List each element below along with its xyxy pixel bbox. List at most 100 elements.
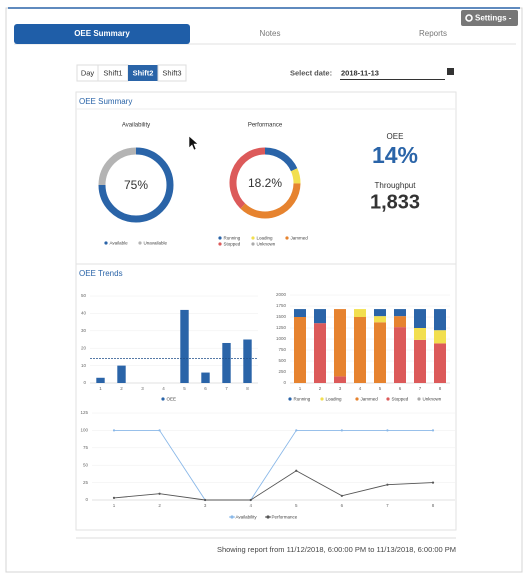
line-point [249, 498, 252, 502]
line-point [158, 429, 161, 432]
x-tick-label: 6 [204, 386, 207, 391]
bar-segment [434, 309, 446, 331]
y-tick-label: 750 [278, 347, 286, 352]
shift-button-active[interactable] [128, 65, 158, 81]
legend-label: Unknown [257, 241, 276, 246]
outer-panel [5, 7, 523, 573]
calendar-icon[interactable] [447, 68, 454, 75]
donut-center-label: 18.2% [248, 176, 282, 190]
legend-label: Stopped [392, 396, 409, 401]
section-title: OEE Trends [79, 269, 123, 278]
legend-label: Unavailable [144, 240, 168, 245]
x-tick-label: 2 [319, 386, 322, 391]
bar-segment [414, 339, 426, 383]
x-tick-label: 1 [299, 386, 302, 391]
y-tick-label: 250 [278, 369, 286, 374]
tab[interactable]: Reports [419, 29, 447, 38]
x-tick-label: 1 [99, 386, 102, 391]
legend-label: Unknown [423, 396, 442, 401]
line-point [112, 496, 116, 500]
legend-swatch [218, 242, 222, 246]
bar-segment [294, 317, 306, 383]
legend-label: OEE [167, 396, 177, 401]
oee-value: 14% [372, 142, 418, 168]
legend-label: Running [224, 235, 241, 240]
legend-swatch [285, 236, 289, 240]
legend-swatch [355, 397, 359, 401]
legend-label: Performance [272, 514, 298, 519]
y-tick-label: 1500 [276, 314, 287, 319]
line-point [295, 429, 298, 432]
legend-swatch [417, 397, 421, 401]
legend-swatch [218, 236, 222, 240]
y-tick-label: 125 [80, 410, 88, 415]
y-tick-label: 0 [83, 380, 86, 385]
donut-center-label: 75% [124, 178, 148, 192]
legend-label: Stopped [224, 241, 241, 246]
bar [243, 339, 252, 383]
x-tick-label: 6 [341, 503, 344, 508]
shift-label[interactable]: Day [81, 68, 95, 77]
bar [96, 377, 105, 383]
legend-swatch [251, 242, 255, 246]
footer-text: Showing report from 11/12/2018, 6:00:00 … [217, 545, 456, 554]
x-tick-label: 5 [295, 503, 298, 508]
line-point [158, 492, 161, 495]
y-tick-label: 1250 [276, 325, 287, 330]
throughput-value: 1,833 [370, 191, 420, 213]
legend-swatch [138, 241, 142, 245]
x-tick-label: 7 [225, 386, 228, 391]
y-tick-label: 1750 [276, 303, 287, 308]
date-label: Select date: [290, 68, 332, 77]
bar-segment [354, 317, 366, 383]
x-tick-label: 5 [183, 386, 186, 391]
y-tick-label: 0 [85, 497, 88, 502]
y-tick-label: 40 [81, 311, 87, 316]
legend-swatch [251, 236, 255, 240]
shift-label[interactable]: Shift1 [103, 68, 122, 77]
y-tick-label: 100 [80, 428, 88, 433]
line-point [386, 429, 389, 432]
bar-segment [374, 316, 386, 323]
line-point [112, 429, 116, 432]
x-tick-label: 6 [399, 386, 402, 391]
tab[interactable]: Notes [260, 29, 281, 38]
oee-label: OEE [387, 132, 404, 141]
section-title: OEE Summary [79, 97, 132, 106]
bar-segment [394, 327, 406, 383]
legend-label: Jammed [361, 396, 379, 401]
donut-segment [229, 147, 266, 209]
settings-label: Settings - [475, 14, 512, 23]
x-tick-label: 3 [204, 503, 207, 508]
bar-segment [434, 330, 446, 344]
donut-segment [264, 147, 298, 172]
line-series [114, 429, 433, 501]
y-tick-label: 500 [278, 358, 286, 363]
legend-swatch [104, 241, 108, 245]
bar-segment [314, 309, 326, 324]
x-tick-label: 1 [113, 503, 116, 508]
line-point [386, 483, 389, 486]
date-input[interactable]: 2018-11-13 [341, 68, 379, 77]
x-tick-label: 7 [386, 503, 389, 508]
legend-label: Running [294, 396, 311, 401]
mouse-cursor [188, 135, 199, 151]
legend-label: Jammed [291, 235, 309, 240]
line-point [204, 498, 207, 502]
bar-segment [354, 309, 366, 317]
x-tick-label: 3 [141, 386, 144, 391]
legend-swatch [288, 397, 292, 401]
legend-label: Availability [236, 514, 258, 519]
legend-swatch [266, 515, 270, 519]
tab[interactable]: OEE Summary [74, 29, 130, 38]
shift-label[interactable]: Shift2 [133, 68, 154, 77]
shift-label[interactable]: Shift3 [162, 68, 181, 77]
x-tick-label: 8 [432, 503, 435, 508]
tab-active[interactable] [14, 24, 190, 44]
line-point [431, 481, 435, 484]
line-point [431, 429, 435, 432]
x-tick-label: 3 [339, 386, 342, 391]
settings-button[interactable] [461, 10, 518, 26]
shift-button[interactable] [157, 64, 187, 82]
